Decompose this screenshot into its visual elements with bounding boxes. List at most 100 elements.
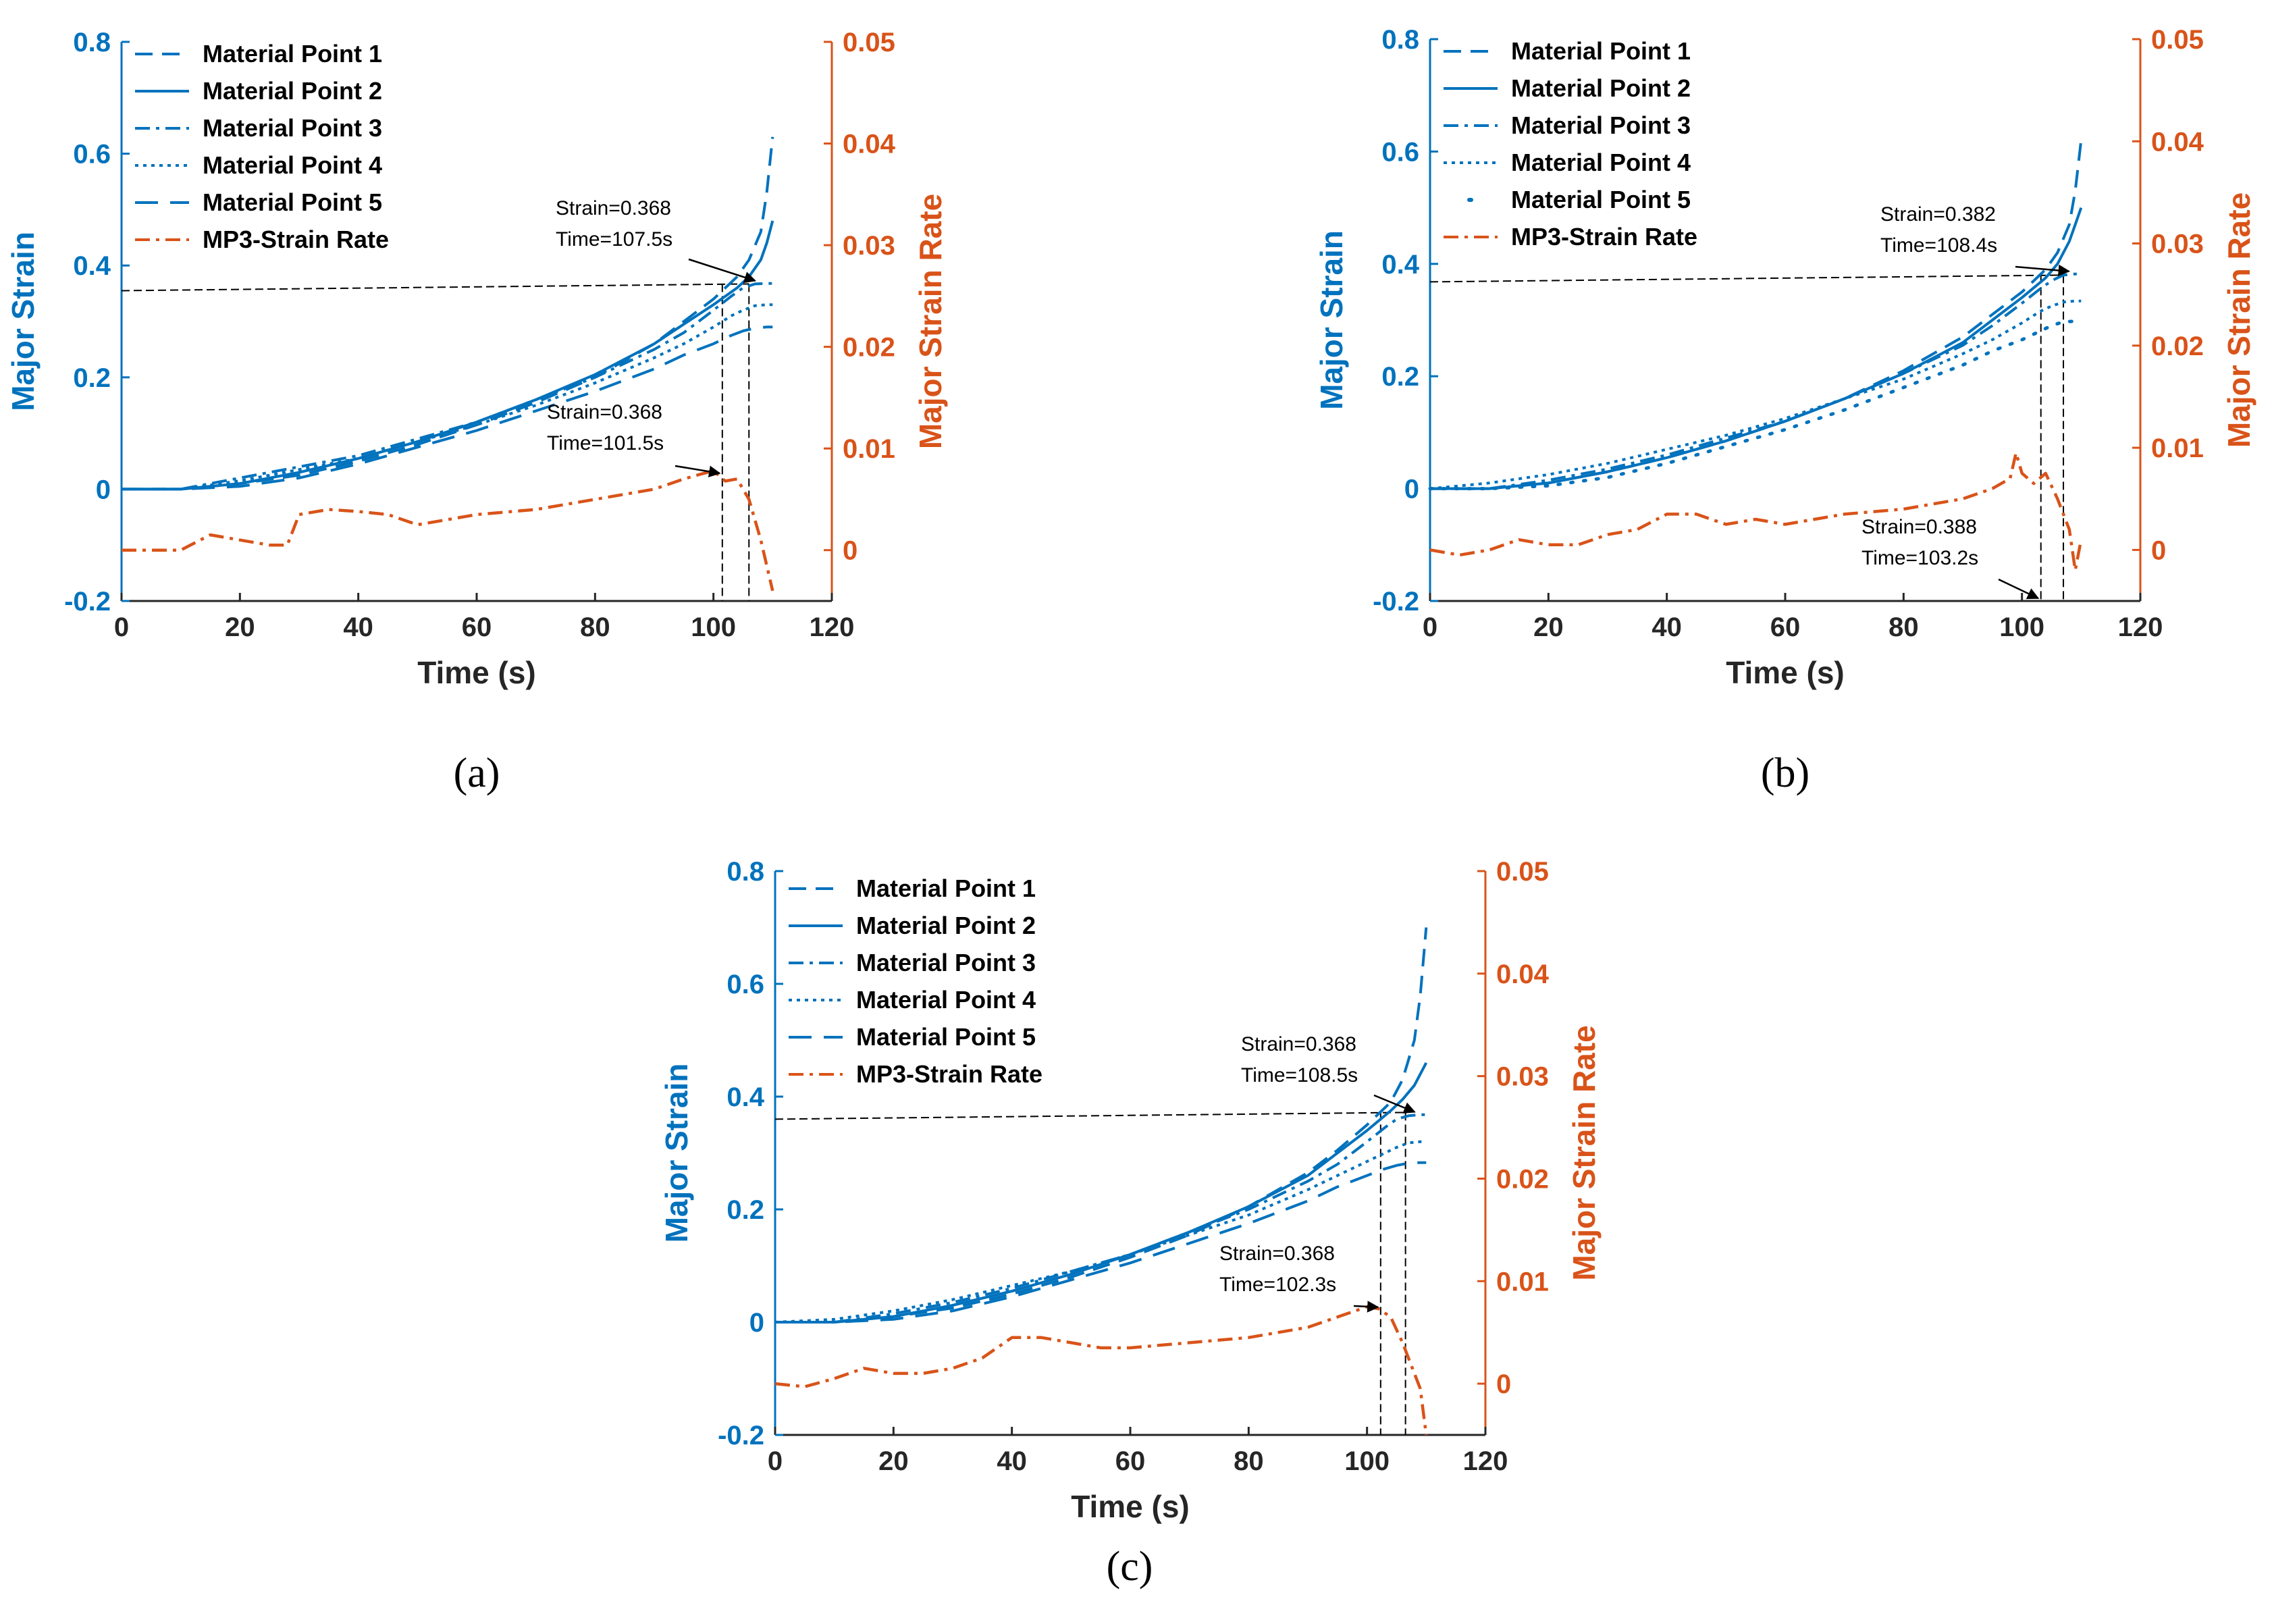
y-tick-label: 0.4 bbox=[726, 1082, 764, 1112]
x-axis-label: Time (s) bbox=[1726, 655, 1845, 690]
y-tick-label: 0.6 bbox=[73, 140, 111, 169]
series-line-4 bbox=[774, 1140, 1427, 1324]
y2-axis-label: Major Strain Rate bbox=[2221, 192, 2256, 448]
y2-tick-label: 0.02 bbox=[1496, 1164, 1549, 1194]
x-tick-label: 60 bbox=[1770, 612, 1801, 642]
x-tick-label: 80 bbox=[580, 612, 610, 642]
series-line-2 bbox=[775, 1062, 1428, 1324]
legend-label-3: Material Point 3 bbox=[1511, 111, 1691, 139]
x-tick-label: 40 bbox=[343, 612, 373, 642]
y-tick-label: 0.8 bbox=[1381, 25, 1419, 55]
series-line-5 bbox=[122, 325, 773, 491]
y2-tick-label: 0.05 bbox=[1496, 857, 1549, 887]
annotation-arrow bbox=[1998, 578, 2040, 600]
annotation-arrow bbox=[688, 258, 757, 284]
legend-label-2: Material Point 2 bbox=[203, 77, 382, 105]
y-tick-label: -0.2 bbox=[718, 1421, 764, 1450]
y2-tick-label: 0.04 bbox=[843, 130, 896, 159]
x-tick-label: 100 bbox=[691, 612, 736, 642]
guide-horizontal bbox=[774, 1111, 1406, 1120]
legend-label-5: Material Point 5 bbox=[203, 188, 382, 216]
y2-tick-label: 0.01 bbox=[1496, 1267, 1549, 1296]
x-axis-label: Time (s) bbox=[1071, 1489, 1190, 1524]
guide-horizontal bbox=[1429, 274, 2064, 283]
x-tick-label: 60 bbox=[1115, 1446, 1146, 1476]
legend-label-1: Material Point 1 bbox=[203, 40, 382, 68]
chart-panel-3: 0 20 40 60 80 100 120-0.200.20.40.60.800.010.0… bbox=[659, 857, 1602, 1590]
series-line-1 bbox=[1430, 140, 2083, 490]
y-tick-label: 0.4 bbox=[1381, 250, 1419, 280]
x-tick-label: 80 bbox=[1234, 1446, 1264, 1476]
x-tick-label: 0 bbox=[768, 1446, 783, 1476]
x-axis-label: Time (s) bbox=[417, 655, 536, 690]
annotation-strain: Strain=0.368 bbox=[1241, 1033, 1356, 1055]
y2-tick-label: 0.01 bbox=[843, 434, 895, 464]
series-line-5 bbox=[1428, 319, 2083, 491]
x-tick-label: 40 bbox=[1652, 612, 1682, 642]
annotation-arrow bbox=[1353, 1301, 1379, 1313]
x-tick-label: 60 bbox=[462, 612, 492, 642]
x-tick-label: 120 bbox=[1463, 1446, 1508, 1476]
y-tick-label: 0 bbox=[1404, 475, 1419, 504]
y2-tick-label: 0.05 bbox=[2151, 25, 2204, 55]
annotation-arrow bbox=[675, 465, 721, 477]
y2-tick-label: 0.04 bbox=[1496, 960, 1550, 989]
series-line-6 bbox=[1429, 451, 2083, 572]
y-tick-label: 0.2 bbox=[1381, 362, 1419, 392]
annotation-time: Time=108.4s bbox=[1880, 234, 1997, 257]
y-tick-label: -0.2 bbox=[64, 587, 111, 617]
legend-label-1: Material Point 1 bbox=[1511, 37, 1691, 65]
y2-tick-label: 0.02 bbox=[2151, 332, 2204, 361]
y2-tick-label: 0 bbox=[2151, 535, 2166, 565]
series-line-6 bbox=[122, 469, 774, 592]
series-line-3 bbox=[1430, 272, 2082, 490]
y-tick-label: -0.2 bbox=[1373, 587, 1419, 617]
legend-label-5: Material Point 5 bbox=[1511, 186, 1691, 213]
x-tick-label: 0 bbox=[114, 612, 129, 642]
x-tick-label: 20 bbox=[225, 612, 255, 642]
legend-label-4: Material Point 4 bbox=[856, 986, 1036, 1014]
x-tick-label: 40 bbox=[997, 1446, 1027, 1476]
annotation-time: Time=102.3s bbox=[1219, 1274, 1336, 1296]
series-line-3 bbox=[775, 1113, 1427, 1324]
chart-panel-2: 0 20 40 60 80 100 120-0.200.20.40.60.800.010.0… bbox=[1314, 25, 2256, 796]
y2-tick-label: 0.03 bbox=[2151, 230, 2204, 259]
series-line-2 bbox=[122, 220, 774, 491]
series-line-6 bbox=[774, 1305, 1428, 1436]
y2-tick-label: 0 bbox=[843, 536, 857, 566]
annotation-time: Time=108.5s bbox=[1241, 1064, 1358, 1086]
y-tick-label: 0.8 bbox=[726, 857, 764, 887]
x-tick-label: 20 bbox=[1533, 612, 1564, 642]
x-tick-label: 80 bbox=[1888, 612, 1919, 642]
legend-label-6: MP3-Strain Rate bbox=[203, 226, 389, 253]
y2-tick-label: 0.03 bbox=[843, 231, 895, 261]
annotation-arrow bbox=[2015, 264, 2071, 277]
legend-label-3: Material Point 3 bbox=[856, 949, 1036, 976]
y-tick-label: 0.8 bbox=[73, 28, 111, 57]
panel-caption: (a) bbox=[454, 750, 500, 796]
series-line-4 bbox=[1429, 299, 2082, 490]
x-tick-label: 20 bbox=[878, 1446, 909, 1476]
y-tick-label: 0.6 bbox=[1381, 137, 1419, 167]
y2-tick-label: 0.03 bbox=[1496, 1062, 1549, 1092]
y-axis-label: Major Strain bbox=[1314, 230, 1349, 410]
series-line-3 bbox=[122, 282, 773, 491]
annotation-time: Time=101.5s bbox=[547, 432, 664, 454]
y2-tick-label: 0 bbox=[1496, 1369, 1511, 1399]
annotation-strain: Strain=0.368 bbox=[547, 401, 662, 423]
y2-axis-label: Major Strain Rate bbox=[1566, 1025, 1602, 1280]
y2-tick-label: 0.04 bbox=[2151, 127, 2204, 157]
x-tick-label: 100 bbox=[1999, 612, 2044, 642]
y2-axis-label: Major Strain Rate bbox=[913, 194, 948, 449]
legend-label-5: Material Point 5 bbox=[856, 1023, 1036, 1051]
panel-caption: (b) bbox=[1761, 750, 1809, 796]
annotation-strain: Strain=0.388 bbox=[1861, 516, 1977, 538]
legend-label-6: MP3-Strain Rate bbox=[856, 1060, 1042, 1088]
legend-label-6: MP3-Strain Rate bbox=[1511, 223, 1697, 251]
y2-tick-label: 0.01 bbox=[2151, 434, 2204, 463]
annotation-arrow bbox=[1373, 1094, 1416, 1114]
y2-tick-label: 0.05 bbox=[843, 28, 895, 57]
legend-label-2: Material Point 2 bbox=[856, 912, 1036, 939]
x-tick-label: 100 bbox=[1344, 1446, 1390, 1476]
